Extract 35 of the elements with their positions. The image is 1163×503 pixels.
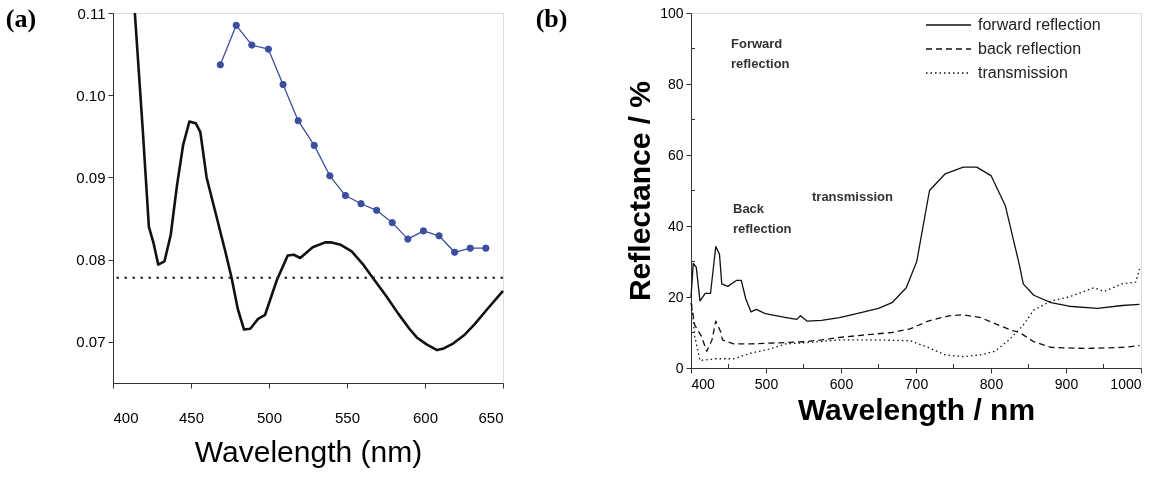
y-tick-label: 0.08: [76, 251, 106, 269]
x-tick-label: 1000: [1110, 375, 1142, 392]
y-tick-label: 0: [675, 359, 684, 376]
annotation: Back reflection: [733, 201, 792, 236]
y-tick-label: 0.07: [76, 333, 106, 351]
annotation: Forward reflection: [731, 36, 790, 71]
x-tick-label: 700: [904, 375, 929, 392]
x-axis-title: Wavelength / nm: [797, 392, 1036, 426]
x-tick-label: 500: [256, 408, 283, 426]
y-tick-label: 0.09: [76, 168, 106, 186]
x-tick-label: 400: [691, 375, 716, 392]
y-tick-label: 40: [667, 217, 684, 234]
x-axis-title: Wavelength (nm): [194, 434, 423, 468]
x-tick-label: 650: [478, 408, 504, 426]
chart-title: (b): [535, 4, 568, 33]
legend-label: forward reflection: [978, 16, 1101, 33]
x-tick-label: 600: [412, 408, 439, 426]
chart-title: (a): [5, 4, 37, 33]
annotation: transmission: [812, 189, 893, 204]
y-tick-label: 0.11: [77, 4, 106, 22]
y-tick-label: 20: [667, 288, 684, 305]
y-tick-label: 100: [660, 4, 684, 21]
y-tick-label: 60: [667, 146, 684, 163]
legend-label: transmission: [978, 64, 1068, 81]
x-tick-label: 600: [829, 375, 854, 392]
x-tick-label: 550: [334, 408, 361, 426]
y-axis-title: Reflectance / %: [623, 80, 657, 302]
x-tick-label: 900: [1054, 375, 1079, 392]
y-tick-label: 0.10: [76, 86, 106, 104]
legend-label: back reflection: [978, 40, 1082, 57]
y-tick-label: 80: [667, 75, 684, 92]
x-tick-label: 450: [178, 408, 205, 426]
x-tick-label: 800: [979, 375, 1004, 392]
x-tick-label: 500: [754, 375, 779, 392]
x-tick-label: 400: [113, 408, 139, 426]
